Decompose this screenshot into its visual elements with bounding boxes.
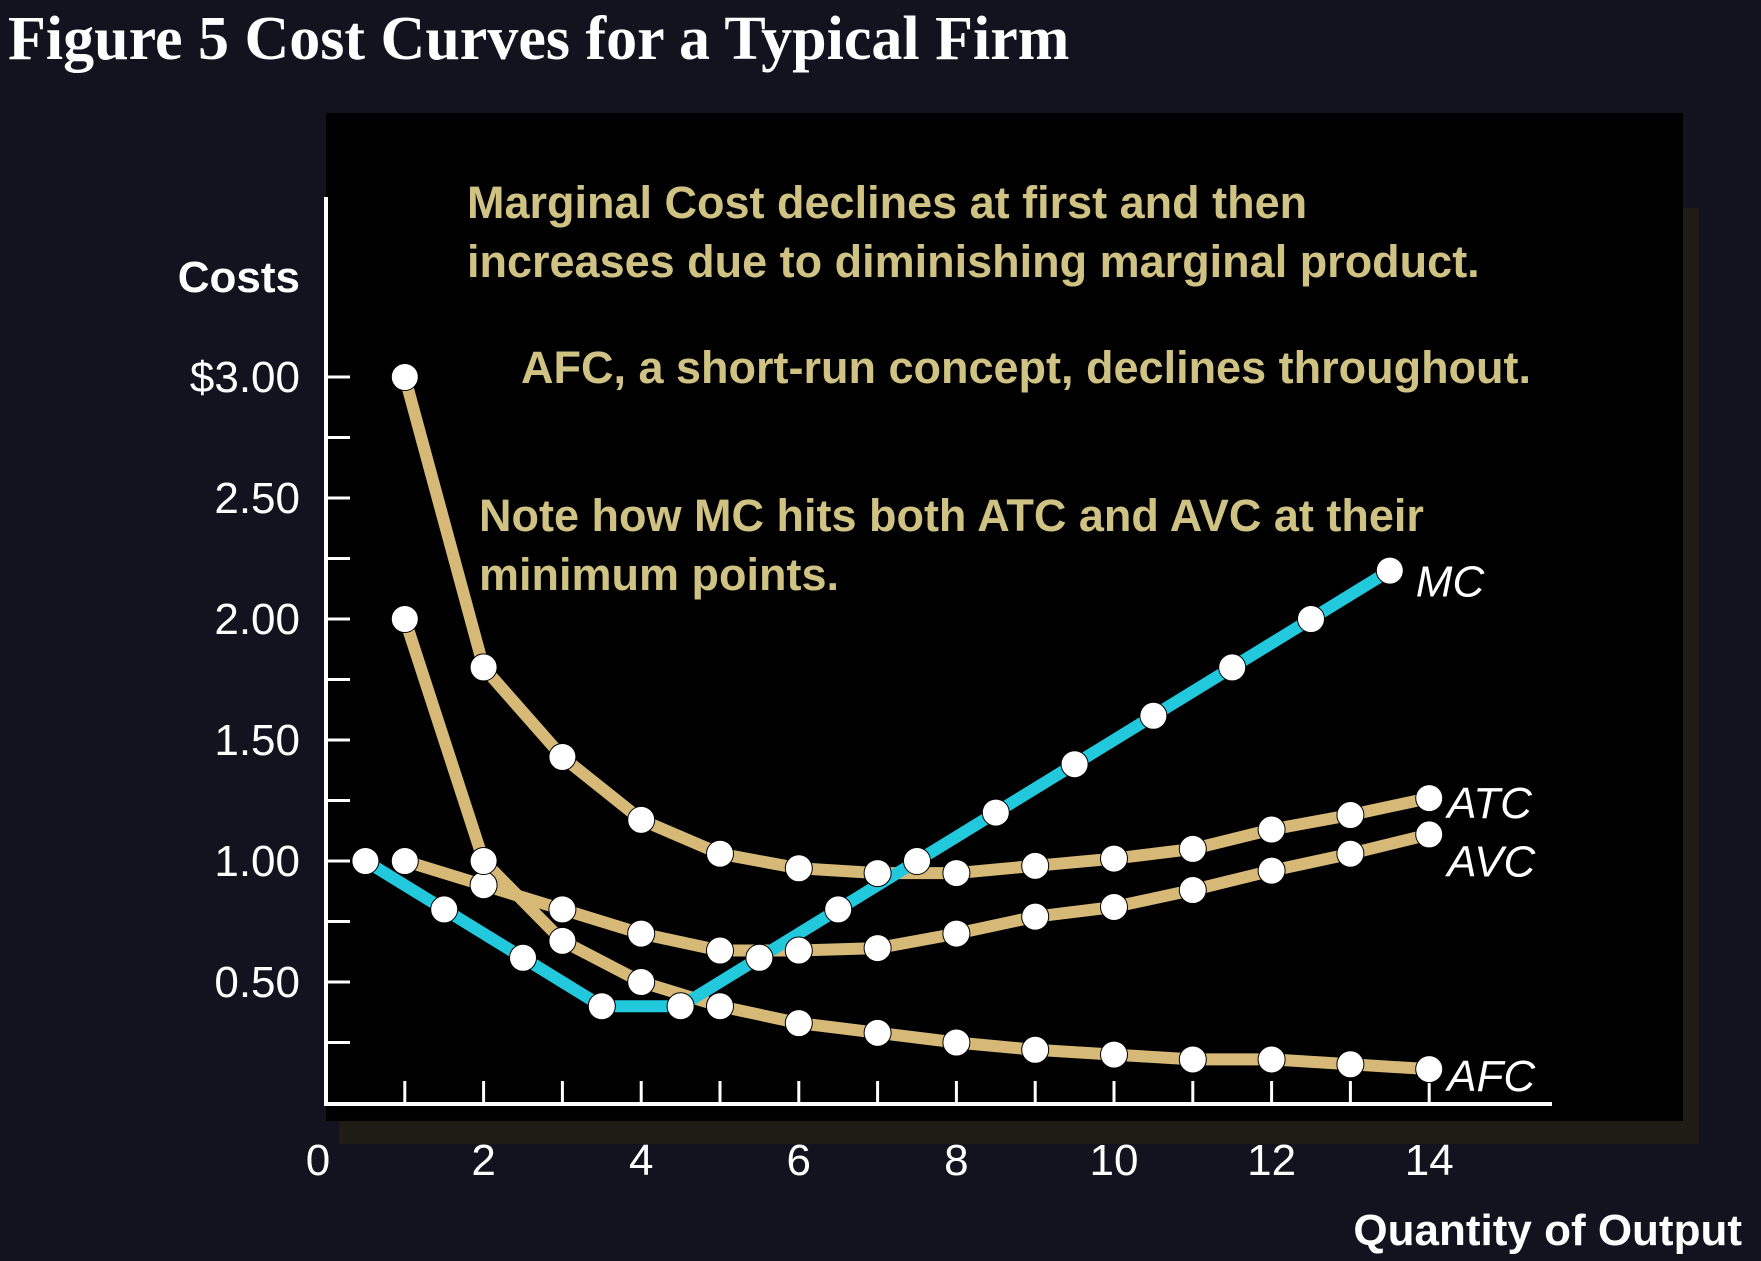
afc-point bbox=[1178, 1045, 1207, 1074]
y-tick-label: 0.50 bbox=[214, 958, 300, 1007]
atc-point bbox=[469, 653, 498, 682]
afc-point bbox=[1415, 1055, 1444, 1084]
y-tick-label: 2.00 bbox=[214, 595, 300, 644]
afc-note: AFC, a short-run concept, declines throu… bbox=[521, 342, 1531, 393]
mc-point bbox=[1139, 701, 1168, 730]
x-tick-label: 4 bbox=[629, 1136, 653, 1185]
avc-label: AVC bbox=[1444, 837, 1536, 886]
atc-point bbox=[627, 805, 656, 834]
atc-point bbox=[1336, 801, 1365, 830]
y-tick-label: $3.00 bbox=[190, 353, 300, 402]
mc-point bbox=[1060, 750, 1089, 779]
avc-point bbox=[390, 847, 419, 875]
avc-point bbox=[469, 871, 498, 900]
atc-point bbox=[548, 742, 577, 771]
mc-point bbox=[430, 895, 459, 924]
mc-point bbox=[824, 895, 853, 924]
x-tick-label: 12 bbox=[1247, 1136, 1296, 1185]
avc-point bbox=[706, 936, 734, 965]
mc-point bbox=[1297, 605, 1325, 633]
min-note-line1: Note how MC hits both ATC and AVC at the… bbox=[479, 490, 1424, 541]
avc-point bbox=[942, 919, 971, 948]
afc-point bbox=[548, 926, 577, 955]
afc-curve bbox=[398, 613, 1436, 1076]
markers-layer bbox=[351, 363, 1444, 1084]
afc-point bbox=[863, 1018, 892, 1047]
afc-point bbox=[469, 847, 498, 875]
axes-layer bbox=[324, 197, 1552, 1106]
mc-point bbox=[1218, 653, 1247, 682]
atc-point bbox=[1257, 815, 1286, 844]
min-note-line2: minimum points. bbox=[479, 549, 839, 600]
atc-point bbox=[1021, 851, 1050, 880]
afc-point bbox=[706, 992, 734, 1021]
x-axis-title: Quantity of Output bbox=[1353, 1206, 1742, 1255]
x-tick-label: 6 bbox=[787, 1136, 811, 1185]
x-tick-label: 8 bbox=[944, 1136, 968, 1185]
afc-label: AFC bbox=[1444, 1052, 1536, 1101]
atc-point bbox=[784, 854, 813, 883]
mc-point bbox=[351, 847, 380, 875]
mc-point bbox=[903, 847, 931, 875]
y-tick-label: 2.50 bbox=[214, 474, 300, 523]
avc-point bbox=[1178, 876, 1207, 905]
afc-point bbox=[390, 605, 419, 633]
atc-point bbox=[1178, 834, 1207, 863]
afc-point bbox=[784, 1009, 813, 1038]
avc-point bbox=[1257, 856, 1286, 885]
mc-point bbox=[587, 992, 616, 1021]
y-tick-label: 1.00 bbox=[214, 837, 300, 886]
mc-note-line1: Marginal Cost declines at first and then bbox=[467, 177, 1307, 228]
mc-point bbox=[981, 798, 1010, 827]
x-tick-label: 2 bbox=[471, 1136, 495, 1185]
mc-point bbox=[1375, 556, 1404, 585]
atc-point bbox=[1100, 844, 1128, 873]
atc-label: ATC bbox=[1444, 779, 1533, 828]
avc-point bbox=[548, 895, 577, 924]
avc-point bbox=[1336, 839, 1365, 868]
afc-point bbox=[627, 968, 656, 996]
chart-panel bbox=[326, 113, 1683, 1121]
labels-layer: 0.50 1.00 1.50 2.00 2.50 $3.00 0 2 4 6 8 10 12 14 Cost… bbox=[178, 253, 1743, 1255]
mc-point bbox=[666, 992, 695, 1021]
afc-point bbox=[1336, 1050, 1365, 1079]
afc-point bbox=[1100, 1040, 1128, 1069]
figure-title: Figure 5 Cost Curves for a Typical Firm bbox=[8, 5, 1070, 73]
atc-point bbox=[863, 859, 892, 888]
avc-point bbox=[627, 919, 656, 948]
atc-point bbox=[1415, 784, 1444, 813]
mc-label: MC bbox=[1416, 558, 1486, 607]
afc-point bbox=[1257, 1045, 1286, 1074]
mc-point bbox=[509, 943, 537, 972]
avc-point bbox=[784, 936, 813, 965]
avc-point bbox=[863, 934, 892, 963]
x-tick-label: 10 bbox=[1090, 1136, 1139, 1185]
avc-point bbox=[1021, 902, 1050, 931]
afc-point bbox=[1021, 1035, 1050, 1064]
mc-point bbox=[745, 943, 774, 972]
atc-point bbox=[390, 363, 419, 391]
afc-point bbox=[942, 1028, 971, 1057]
atc-curve bbox=[398, 371, 1436, 880]
mc-note-line2: increases due to diminishing marginal pr… bbox=[467, 236, 1480, 287]
avc-point bbox=[1415, 820, 1444, 849]
y-tick-label: 1.50 bbox=[214, 716, 300, 765]
atc-point bbox=[942, 859, 971, 888]
x-tick-label: 0 bbox=[306, 1136, 330, 1185]
atc-point bbox=[706, 839, 734, 868]
y-axis-title: Costs bbox=[178, 253, 300, 302]
x-tick-label: 14 bbox=[1405, 1136, 1454, 1185]
avc-point bbox=[1100, 892, 1128, 921]
